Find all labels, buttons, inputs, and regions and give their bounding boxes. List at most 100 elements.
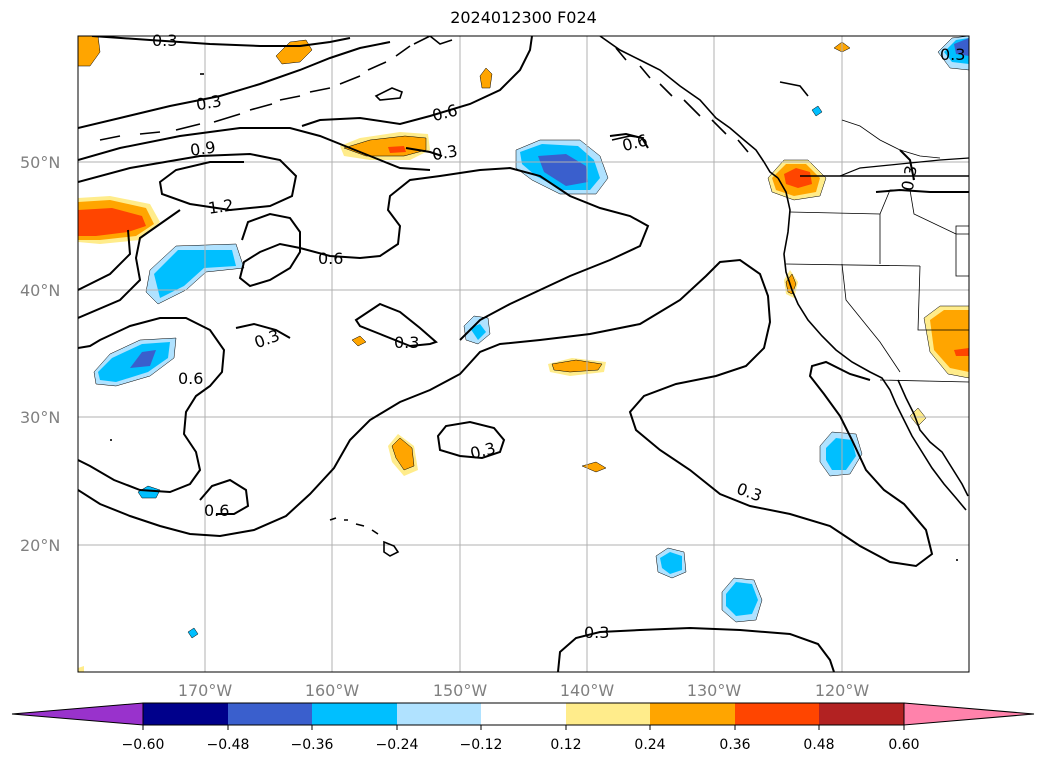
shade-yellow: [78, 666, 84, 672]
canada-edge: [839, 157, 969, 177]
lon-label-160w: 160°W: [305, 681, 360, 700]
shade-deepsky: [726, 582, 758, 616]
contour-line: [78, 209, 181, 319]
map-frame: [77, 35, 970, 673]
contour-label: 0.6: [178, 369, 203, 388]
map-title: 2024012300 F024: [450, 8, 597, 27]
shade-orange: [351, 335, 367, 347]
shade-deepsky: [154, 250, 236, 298]
shade-royalblue: [130, 350, 156, 368]
lat-label-30n: 30°N: [20, 408, 60, 427]
shade-redorange: [784, 168, 812, 188]
lon-label-150w: 150°W: [433, 681, 488, 700]
state-borders: [785, 119, 969, 383]
colorbar-tick-label: 0.36: [719, 737, 750, 753]
shade-redorange: [954, 348, 969, 356]
shade-deepsky: [187, 627, 199, 639]
colorbar: −0.60 −0.48 −0.36 −0.24 −0.12 0.12 0.24 …: [11, 702, 1035, 753]
state-border: [879, 379, 969, 383]
contour-label: 0.3: [584, 623, 609, 642]
contour-lines: [78, 36, 969, 672]
colorbar-tick-label: 0.60: [888, 737, 919, 753]
contour-line: [91, 36, 351, 47]
state-border: [917, 265, 969, 331]
baja-coast: [897, 379, 969, 497]
contour-label: 0.3: [898, 164, 921, 192]
shade-orange: [581, 461, 607, 473]
colorbar-tick-label: 0.12: [550, 737, 581, 753]
contour-line: [405, 147, 443, 157]
colorbar-segment: [566, 703, 650, 725]
contour-line: [875, 188, 969, 193]
colorbar-segment: [481, 703, 566, 725]
contour-label: 0.3: [152, 31, 177, 50]
shade-redorange: [388, 146, 406, 153]
shade-deepsky: [660, 552, 682, 574]
state-border: [955, 225, 969, 277]
colorbar-segment: [228, 703, 312, 725]
shade-royalblue: [954, 38, 969, 56]
colorbar-ticks: [142, 725, 905, 730]
contour-label: 0.6: [318, 249, 343, 268]
colorbar-segment: [735, 703, 819, 725]
lon-label-120w: 120°W: [815, 681, 870, 700]
colorbar-tick-label: 0.48: [803, 737, 834, 753]
state-border: [785, 263, 921, 267]
latitude-labels: 50°N 40°N 30°N 20°N: [20, 153, 60, 555]
contour-label: 0.3: [431, 141, 459, 164]
contour-line: [354, 302, 438, 348]
colorbar-extend-high: [903, 702, 1035, 726]
shade-orange: [391, 437, 415, 471]
lat-label-50n: 50°N: [20, 153, 60, 172]
contour-label: 1.2: [207, 195, 235, 217]
shade-deepsky: [137, 485, 161, 499]
lat-label-40n: 40°N: [20, 281, 60, 300]
anomaly-shading: [78, 36, 969, 672]
shade-orange: [551, 359, 603, 373]
lon-label-130w: 130°W: [687, 681, 742, 700]
contour-line: [78, 317, 226, 494]
contour-line: [436, 420, 506, 460]
lon-label-170w: 170°W: [178, 681, 233, 700]
lat-label-20n: 20°N: [20, 536, 60, 555]
colorbar-segment: [143, 703, 228, 725]
hawaii-islands: [329, 517, 400, 557]
us-west-coast: [777, 177, 967, 511]
colorbar-extend-low: [11, 702, 144, 726]
contour-label: 0.3: [195, 91, 223, 114]
colorbar-segment: [819, 703, 904, 725]
longitude-labels: 170°W 160°W 150°W 140°W 130°W 120°W: [178, 681, 870, 700]
colorbar-segment: [650, 703, 735, 725]
small-island: [779, 81, 809, 97]
contour-line: [899, 149, 915, 181]
colorbar-tick-label: −0.24: [376, 737, 419, 753]
contour-line: [78, 258, 934, 568]
colorbar-tick-label: −0.48: [207, 737, 250, 753]
contour-line: [78, 127, 431, 171]
colorbar-tick-label: −0.12: [460, 737, 503, 753]
state-border: [841, 263, 901, 373]
shade-deepsky: [811, 105, 823, 117]
contour-label: 0.3: [940, 45, 965, 64]
state-border: [879, 189, 969, 235]
contour-line: [199, 478, 250, 515]
shade-redorange: [78, 208, 146, 236]
contour-line: [78, 229, 132, 291]
alaska-coast: [429, 36, 779, 179]
shade-orange: [78, 36, 101, 67]
shade-deepsky: [470, 324, 486, 340]
shade-orange: [930, 310, 969, 372]
contour-line: [609, 132, 649, 149]
aleutian-islands: [99, 36, 431, 141]
contour-line: [238, 166, 650, 341]
lon-label-140w: 140°W: [560, 681, 615, 700]
contour-label: 0.3: [394, 333, 419, 352]
colorbar-tick-label: −0.36: [291, 737, 334, 753]
contour-label: 0.6: [204, 501, 229, 520]
contour-line: [301, 36, 533, 127]
contour-line: [235, 322, 291, 339]
colorbar-tick-label: −0.60: [122, 737, 165, 753]
shade-orange: [479, 67, 493, 89]
colorbar-segment: [397, 703, 481, 725]
